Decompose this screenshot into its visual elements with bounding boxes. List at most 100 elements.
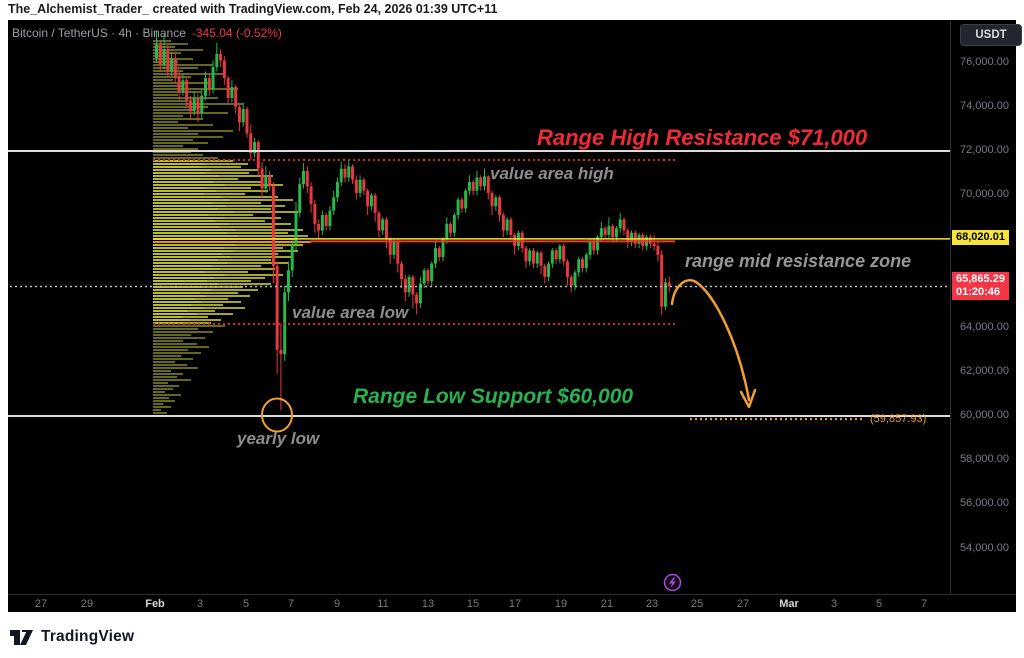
volume-profile-bar [153, 202, 261, 204]
chart-panel[interactable]: Bitcoin / TetherUS · 4h · Binance -345.04… [8, 20, 1022, 613]
volume-profile-bar-overlay [153, 235, 239, 237]
candle-body [317, 223, 321, 231]
volume-profile-bar-overlay [153, 289, 211, 291]
volume-profile-bar [153, 268, 275, 270]
volume-profile-bar [153, 301, 241, 303]
volume-profile-bar [153, 364, 187, 366]
candle-body [562, 245, 566, 262]
time-axis-label: 7 [920, 598, 928, 610]
candle-body [599, 228, 603, 238]
volume-profile-bar-overlay [153, 250, 233, 252]
candle-body [569, 276, 573, 286]
annotation-value-area-low: value area low [292, 303, 409, 322]
volume-profile-bar [153, 64, 213, 66]
volume-profile-bar [153, 283, 271, 285]
volume-profile-bar [153, 406, 171, 408]
volume-profile-bar [153, 337, 205, 339]
candle-body [188, 100, 192, 112]
candle-body [226, 78, 230, 98]
volume-profile-bar [153, 196, 278, 198]
volume-profile-bar [153, 205, 285, 207]
time-axis-label: 27 [34, 598, 48, 610]
volume-profile-bar [153, 106, 208, 108]
volume-profile-bar [153, 124, 213, 126]
volume-profile-bar [153, 223, 291, 225]
volume-profile-bar [153, 280, 251, 282]
volume-profile-bar-overlay [153, 169, 211, 171]
volume-profile-bar-overlay [153, 208, 218, 210]
volume-profile-bar [153, 358, 193, 360]
volume-profile-bar [153, 94, 178, 96]
volume-profile-bar-overlay [153, 205, 226, 207]
candle-body [275, 265, 279, 350]
tradingview-attribution[interactable]: TradingView [10, 628, 134, 646]
candle-body [554, 250, 558, 260]
volume-profile-bar [153, 259, 271, 261]
volume-profile-bar [153, 244, 303, 246]
candle-body [490, 192, 494, 207]
yearly-low-circle [261, 397, 293, 433]
volume-profile-bar-overlay [153, 319, 191, 321]
volume-profile-bar-overlay [153, 274, 225, 276]
volume-profile-bar-overlay [153, 310, 188, 312]
volume-profile-bar [153, 199, 293, 201]
candle-body [494, 197, 498, 207]
candle-body [366, 190, 370, 207]
volume-profile-bar [153, 397, 169, 399]
last-price-value: 65,865.29 [956, 273, 1005, 285]
candle-body [369, 195, 373, 207]
time-axis-label: 19 [554, 598, 568, 610]
volume-profile-bar [153, 325, 225, 327]
candle-body [415, 294, 419, 304]
volume-profile-bar-overlay [153, 181, 214, 183]
time-axis-label: 3 [830, 598, 838, 610]
volume-profile-bar-overlay [153, 178, 200, 180]
candle-body [550, 250, 554, 264]
volume-profile-bar-overlay [153, 286, 203, 288]
candle-body [528, 250, 532, 262]
candle-body [584, 254, 588, 269]
candle-body [302, 170, 306, 185]
candle-body [211, 67, 215, 90]
volume-profile-bar [153, 304, 223, 306]
candle-body [185, 80, 189, 101]
candle-body [215, 53, 219, 68]
volume-profile-bar [153, 247, 283, 249]
symbol-description[interactable]: Bitcoin / TetherUS · 4h · Binance [12, 26, 186, 40]
volume-profile-bar [153, 43, 188, 45]
symbol-legend[interactable]: Bitcoin / TetherUS · 4h · Binance -345.04… [12, 26, 282, 40]
candle-body [630, 232, 634, 242]
volume-profile-bar [153, 133, 198, 135]
volume-profile-bar [153, 253, 278, 255]
time-axis-label: 11 [377, 598, 389, 610]
volume-profile-bar [153, 382, 168, 384]
volume-profile-bar-overlay [153, 292, 200, 294]
candle-body [347, 166, 351, 178]
volume-profile-bar-overlay [153, 199, 230, 201]
volume-profile-bar [153, 145, 183, 147]
candle-body [207, 78, 211, 90]
volume-profile-bar [153, 184, 283, 186]
candle-body [192, 98, 196, 112]
price-axis[interactable]: 76,000.00 74,000.00 72,000.00 70,000.00 64,0… [950, 20, 1017, 594]
candle-body [460, 199, 464, 209]
volume-profile-bar [153, 367, 198, 369]
volume-profile-bar-overlay [153, 229, 236, 231]
candle-body [449, 223, 453, 233]
candle-body [422, 270, 426, 284]
time-axis-label: 13 [421, 598, 435, 610]
time-axis[interactable]: 27 29 Feb 3 5 7 9 11 13 15 17 19 21 23 25 27 Mar 3 5 7 [8, 594, 1016, 613]
currency-toggle-button[interactable]: USDT [960, 24, 1022, 46]
candle-body [324, 215, 328, 227]
candle-body [396, 241, 400, 264]
time-axis-label: Mar [779, 598, 799, 610]
volume-profile-bar-overlay [153, 226, 219, 228]
volume-profile-bar [153, 190, 268, 192]
volume-profile-bar [153, 277, 265, 279]
volume-profile-bar [153, 340, 183, 342]
price-chart-canvas[interactable] [8, 20, 950, 594]
volume-profile-bar [153, 88, 238, 90]
candle-body [656, 245, 660, 255]
candle-body [335, 181, 339, 198]
